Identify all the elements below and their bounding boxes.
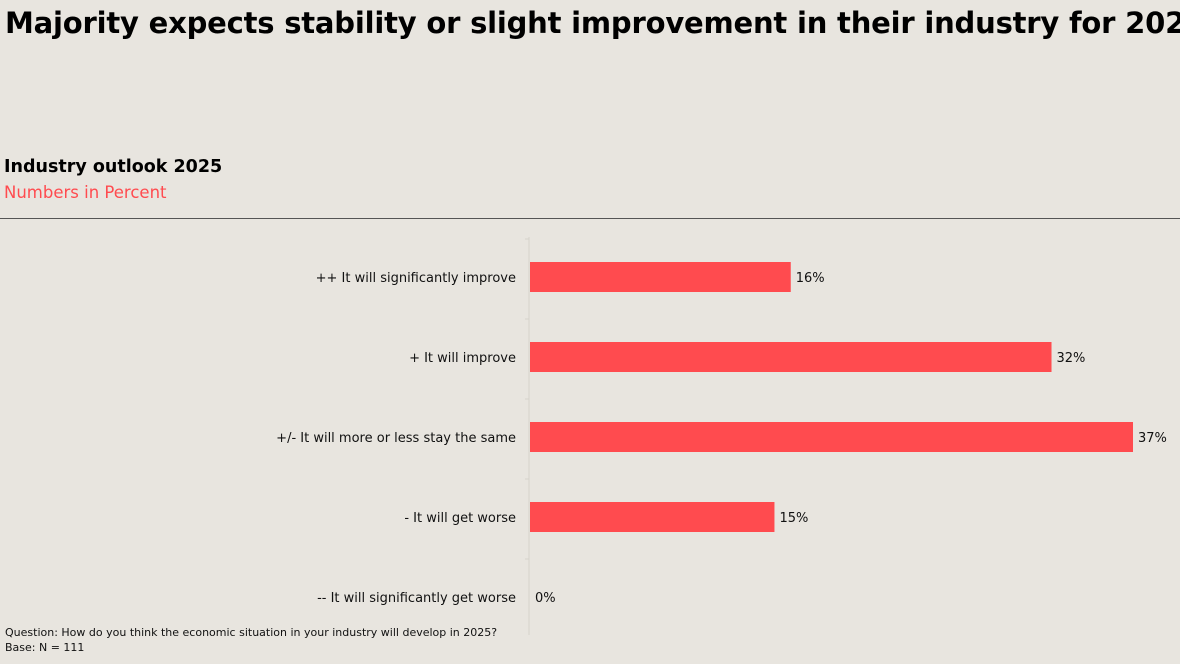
bar	[530, 342, 1052, 372]
category-label: - It will get worse	[404, 511, 516, 526]
value-label: 15%	[779, 511, 808, 526]
category-label: -- It will significantly get worse	[317, 591, 516, 606]
bar	[530, 502, 775, 532]
footnote-base: Base: N = 111	[5, 641, 85, 654]
value-label: 16%	[796, 271, 825, 286]
value-label: 32%	[1057, 351, 1086, 366]
category-label: + It will improve	[409, 351, 516, 366]
bar	[530, 262, 791, 292]
category-label: ++ It will significantly improve	[316, 271, 516, 286]
page-headline: Majority expects stability or slight imp…	[5, 6, 1180, 40]
bar-chart: ++ It will significantly improve 16% + It …	[276, 237, 1167, 635]
chart-subtitle: Numbers in Percent	[4, 183, 167, 202]
category-label: +/- It will more or less stay the same	[276, 431, 516, 446]
bar	[530, 422, 1133, 452]
footnote-question: Question: How do you think the economic …	[5, 626, 498, 639]
value-label: 0%	[535, 591, 556, 606]
chart-title: Industry outlook 2025	[4, 157, 223, 177]
title-divider	[0, 218, 1180, 219]
value-label: 37%	[1138, 431, 1167, 446]
